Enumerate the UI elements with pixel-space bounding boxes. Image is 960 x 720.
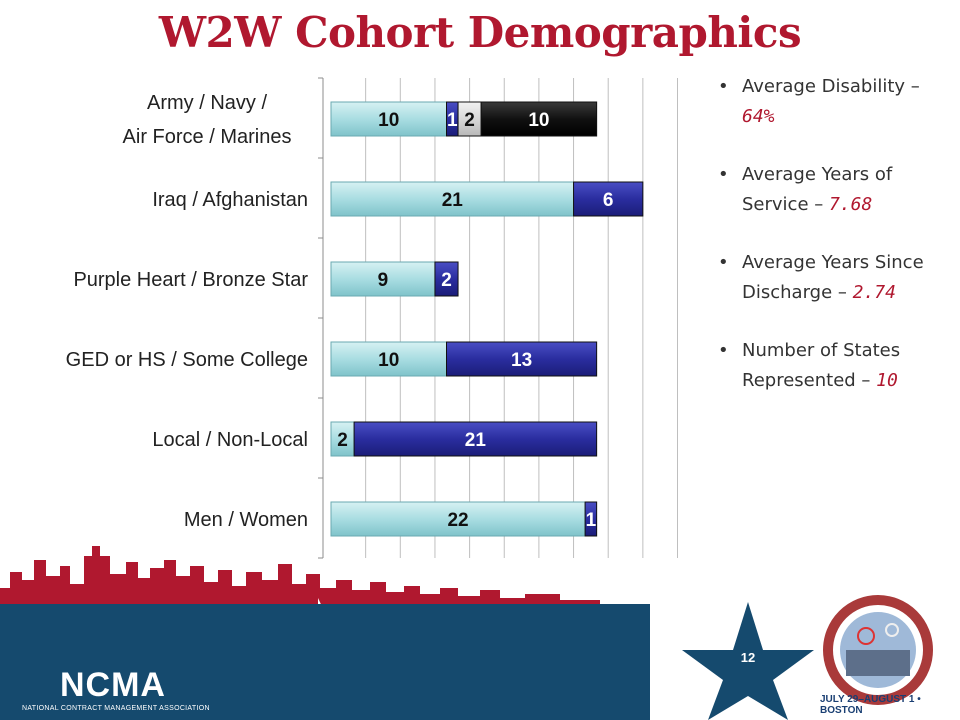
stat-average-years-service: Average Years of Service – 7.68: [718, 160, 928, 220]
congress-dates: JULY 29–AUGUST 1 • BOSTON: [820, 694, 921, 716]
category-label: GED or HS / Some College: [66, 349, 308, 371]
data-label: 2: [441, 270, 452, 291]
category-label: Iraq / Afghanistan: [152, 189, 308, 211]
data-label: 10: [378, 110, 399, 131]
page-number: 12: [740, 650, 756, 665]
bar-segment: [330, 501, 586, 537]
boston-skyline: [0, 546, 600, 604]
ncma-logo: NCMA: [60, 666, 166, 704]
data-label: 2: [464, 110, 475, 131]
category-labels: Army / Navy / Air Force / Marines Iraq / A…: [66, 92, 309, 531]
data-label: 22: [447, 510, 468, 531]
data-label: 10: [528, 110, 549, 131]
star-icon: [682, 602, 814, 720]
bar-segment: [573, 181, 644, 217]
category-label: Army / Navy /: [147, 92, 267, 114]
data-label: 9: [378, 270, 389, 291]
bar-segment: [330, 181, 575, 217]
bar-segment: [480, 101, 598, 137]
data-label: 21: [465, 430, 487, 451]
data-label: 1: [586, 510, 597, 531]
category-label: Local / Non-Local: [152, 429, 308, 451]
data-label: 6: [603, 190, 614, 211]
category-label: Air Force / Marines: [123, 126, 292, 148]
bar-segment: [330, 341, 447, 377]
data-label: 21: [442, 190, 464, 211]
slide-title: W2W Cohort Demographics: [158, 8, 802, 57]
bar-segment: [434, 261, 459, 297]
world-congress-badge: [823, 595, 933, 705]
stat-average-disability: Average Disability – 64%: [718, 72, 928, 132]
category-label: Purple Heart / Bronze Star: [73, 269, 308, 291]
ncma-logo-subtitle: NATIONAL CONTRACT MANAGEMENT ASSOCIATION: [22, 705, 210, 712]
chart-axis: [318, 77, 324, 559]
data-label: 1: [447, 110, 458, 131]
chart-gridlines: [365, 78, 678, 558]
stats-bullet-list: Average Disability – 64% Average Years o…: [718, 72, 928, 424]
stat-years-since-discharge: Average Years Since Discharge – 2.74: [718, 248, 928, 308]
bar-segment: [446, 341, 598, 377]
bar-segment: [353, 421, 598, 457]
category-label: Men / Women: [184, 509, 308, 531]
data-label: 10: [378, 350, 399, 371]
data-label: 2: [337, 430, 348, 451]
footer-band: [0, 604, 650, 720]
bar-segment: [584, 501, 598, 537]
bar-segment: [330, 261, 436, 297]
data-label: 13: [511, 350, 532, 371]
stat-states-represented: Number of States Represented – 10: [718, 336, 928, 396]
